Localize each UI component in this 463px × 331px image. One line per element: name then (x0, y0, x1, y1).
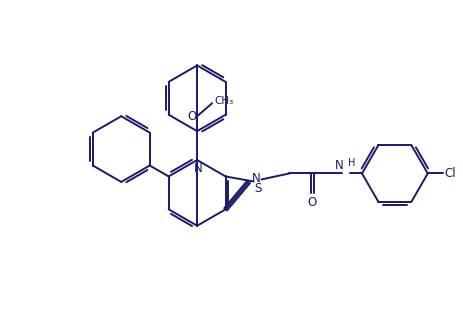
Text: S: S (254, 182, 261, 195)
Text: O: O (307, 196, 317, 210)
Text: N: N (251, 172, 260, 185)
Text: O: O (187, 110, 196, 123)
Text: N: N (335, 160, 344, 172)
Text: Cl: Cl (444, 167, 457, 180)
Text: CH₃: CH₃ (214, 96, 233, 106)
Text: N: N (194, 162, 202, 175)
Text: H: H (348, 159, 356, 168)
